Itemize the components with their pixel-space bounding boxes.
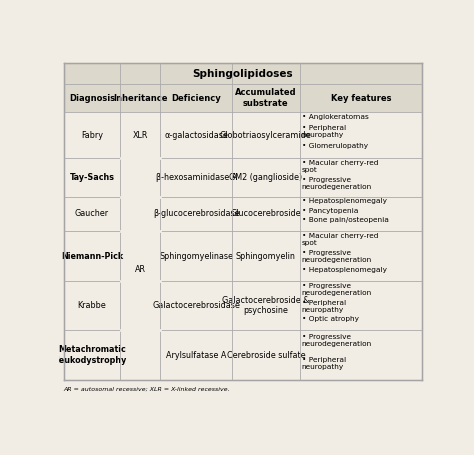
Text: Key features: Key features [331, 94, 391, 103]
Text: • Peripheral
neuropathy: • Peripheral neuropathy [302, 357, 346, 370]
Text: • Peripheral
neuropathy: • Peripheral neuropathy [302, 300, 346, 313]
Text: XLR: XLR [133, 131, 148, 140]
Bar [64, 330, 422, 380]
Text: • Bone pain/osteopenia: • Bone pain/osteopenia [302, 217, 389, 223]
Text: GM2 (ganglioside): GM2 (ganglioside) [229, 173, 302, 182]
Text: Galactocerebrosidase: Galactocerebrosidase [152, 301, 240, 310]
Text: • Angiokeratomas: • Angiokeratomas [302, 114, 368, 120]
Text: Tay-Sachs: Tay-Sachs [70, 173, 115, 182]
Text: Niemann-Pick: Niemann-Pick [61, 252, 123, 261]
Text: Accumulated
substrate: Accumulated substrate [235, 88, 297, 108]
Text: • Optic atrophy: • Optic atrophy [302, 316, 359, 322]
Text: Krabbe: Krabbe [78, 301, 106, 310]
Bar [64, 63, 422, 84]
Text: • Progressive
neurodegeneration: • Progressive neurodegeneration [302, 250, 372, 263]
Text: AR = autosomal recessive; XLR = X-linked recessive.: AR = autosomal recessive; XLR = X-linked… [64, 387, 230, 392]
Text: α-galactosidase: α-galactosidase [164, 131, 228, 140]
Text: Sphingomyelinase: Sphingomyelinase [159, 252, 233, 261]
Bar [64, 112, 422, 158]
Text: • Pancytopenia: • Pancytopenia [302, 207, 358, 213]
Text: Glucocerebroside: Glucocerebroside [230, 209, 301, 218]
Text: • Hepatosplenomegaly: • Hepatosplenomegaly [302, 267, 387, 273]
Text: • Peripheral
neuropathy: • Peripheral neuropathy [302, 125, 346, 138]
Text: Galactocerebroside &
psychosine: Galactocerebroside & psychosine [222, 296, 310, 315]
Text: Cerebroside sulfate: Cerebroside sulfate [227, 351, 305, 359]
Text: • Progressive
neurodegeneration: • Progressive neurodegeneration [302, 334, 372, 347]
Text: Diagnosis: Diagnosis [69, 94, 115, 103]
Text: Deficiency: Deficiency [172, 94, 221, 103]
Text: AR: AR [135, 265, 146, 274]
Text: β-hexosaminidase A: β-hexosaminidase A [155, 173, 237, 182]
Text: • Macular cherry-red
spot: • Macular cherry-red spot [302, 233, 378, 246]
Text: Metachromatic
leukodystrophy: Metachromatic leukodystrophy [57, 345, 127, 365]
Text: Globotriaosylceramide: Globotriaosylceramide [220, 131, 312, 140]
Bar [64, 197, 422, 231]
Text: Inheritance: Inheritance [113, 94, 168, 103]
Text: Sphingolipidoses: Sphingolipidoses [192, 69, 293, 79]
Text: • Progressive
neurodegeneration: • Progressive neurodegeneration [302, 283, 372, 296]
Text: • Macular cherry-red
spot: • Macular cherry-red spot [302, 160, 378, 173]
Bar [64, 84, 422, 112]
Bar [64, 158, 422, 197]
Text: Gaucher: Gaucher [75, 209, 109, 218]
Bar [64, 231, 422, 281]
Text: β-glucocerebrosidase: β-glucocerebrosidase [153, 209, 240, 218]
Text: • Hepatosplenomegaly: • Hepatosplenomegaly [302, 198, 387, 204]
Text: Fabry: Fabry [81, 131, 103, 140]
Text: Sphingomyelin: Sphingomyelin [236, 252, 296, 261]
Text: • Progressive
neurodegeneration: • Progressive neurodegeneration [302, 177, 372, 190]
Text: Arylsulfatase A: Arylsulfatase A [166, 351, 227, 359]
Bar [64, 281, 422, 330]
Text: • Glomerulopathy: • Glomerulopathy [302, 143, 368, 149]
